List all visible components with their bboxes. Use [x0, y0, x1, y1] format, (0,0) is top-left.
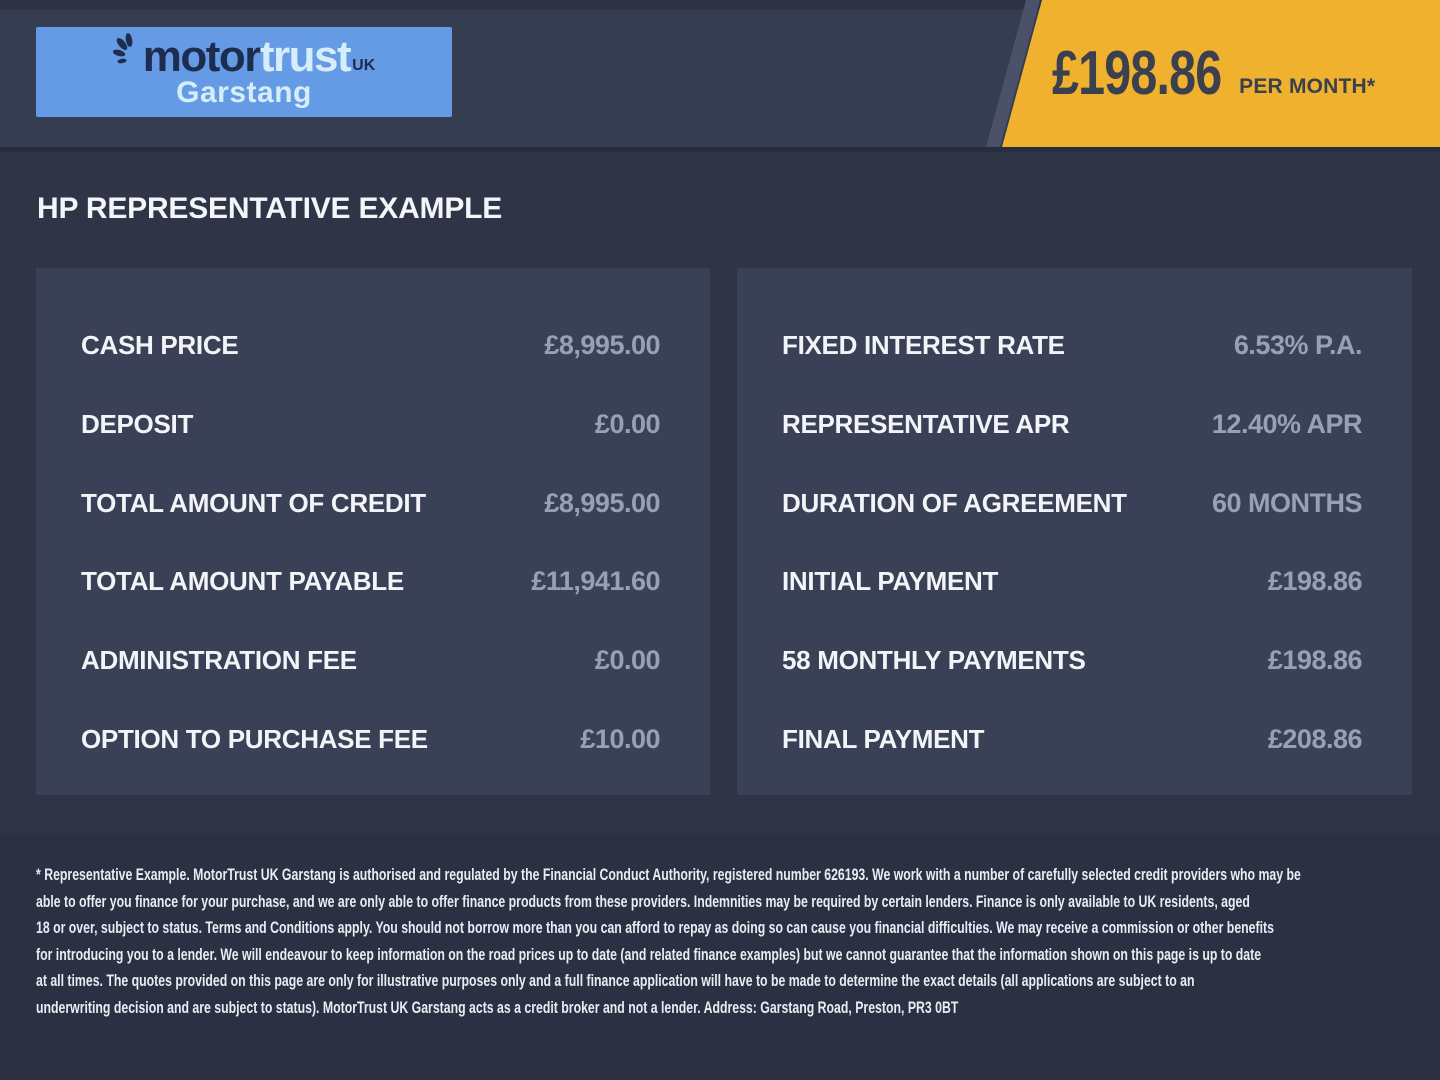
- logo-brand-trust: trust: [259, 32, 352, 81]
- finance-row-value: £10.00: [580, 723, 660, 754]
- finance-row: FINAL PAYMENT £208.86: [782, 723, 1363, 755]
- finance-row-value: £0.00: [594, 408, 661, 439]
- page-title: HP REPRESENTATIVE EXAMPLE: [37, 192, 503, 225]
- finance-row-value: 60 MONTHS: [1211, 487, 1363, 518]
- finance-row-value: £0.00: [594, 645, 661, 676]
- logo-location: Garstang: [176, 76, 312, 109]
- logo-brand-line: motor trust UK: [112, 32, 376, 81]
- finance-row-value: 12.40% APR: [1211, 408, 1363, 439]
- finance-row-label: DURATION OF AGREEMENT: [782, 487, 1127, 518]
- price-banner: £198.86 PER MONTH*: [1002, 0, 1440, 147]
- disclaimer-line: at all times. The quotes provided on thi…: [36, 972, 1195, 990]
- legal-disclaimer: * Representative Example. MotorTrust UK …: [36, 862, 1301, 1021]
- finance-row-label: 58 MONTHLY PAYMENTS: [782, 645, 1086, 676]
- finance-row-value: £8,995.00: [544, 487, 660, 518]
- monthly-price-amount: £198.86: [1052, 39, 1222, 108]
- finance-row: ADMINISTRATION FEE £0.00: [81, 645, 661, 676]
- finance-row-label: DEPOSIT: [81, 408, 194, 439]
- disclaimer-line: able to offer you finance for your purch…: [36, 892, 1250, 911]
- finance-row-label: TOTAL AMOUNT PAYABLE: [81, 566, 404, 597]
- finance-row-label: CASH PRICE: [81, 330, 239, 360]
- finance-row-label: ADMINISTRATION FEE: [81, 645, 357, 676]
- leaf-icon: [112, 33, 139, 71]
- finance-row-label: OPTION TO PURCHASE FEE: [81, 723, 428, 754]
- footer: * Representative Example. MotorTrust UK …: [0, 833, 1440, 1080]
- finance-row-label: INITIAL PAYMENT: [782, 566, 999, 597]
- finance-row: CASH PRICE £8,995.00: [81, 330, 660, 361]
- disclaimer-line: underwriting decision and are subject to…: [36, 998, 959, 1017]
- finance-row: REPRESENTATIVE APR 12.40% APR: [782, 408, 1363, 440]
- finance-row: TOTAL AMOUNT PAYABLE £11,941.60: [81, 566, 660, 597]
- finance-panel-left: CASH PRICE £8,995.00 DEPOSIT £0.00 TOTAL…: [36, 268, 710, 795]
- finance-row-label: REPRESENTATIVE APR: [782, 408, 1070, 439]
- finance-row-label: TOTAL AMOUNT OF CREDIT: [81, 487, 426, 518]
- header-top-shade: [0, 0, 1440, 10]
- finance-row-value: £11,941.60: [531, 566, 660, 597]
- finance-row: 58 MONTHLY PAYMENTS £198.86: [782, 645, 1363, 676]
- disclaimer-line: * Representative Example. MotorTrust UK …: [36, 866, 1301, 884]
- disclaimer-line: for introducing you to a lender. We will…: [36, 945, 1262, 964]
- finance-panel-right: FIXED INTEREST RATE 6.53% P.A. REPRESENT…: [737, 268, 1412, 795]
- disclaimer-line: 18 or over, subject to status. Terms and…: [36, 919, 1274, 937]
- header: motor trust UK Garstang £198.86 PER MONT…: [0, 0, 1440, 152]
- finance-row-value: £198.86: [1267, 645, 1363, 676]
- finance-row-value: 6.53% P.A.: [1233, 330, 1363, 360]
- dealer-logo: motor trust UK Garstang: [36, 27, 452, 117]
- monthly-price-period: PER MONTH*: [1239, 74, 1376, 98]
- logo-brand-uk: UK: [352, 57, 376, 74]
- finance-row-label: FIXED INTEREST RATE: [782, 330, 1065, 360]
- finance-row-label: FINAL PAYMENT: [782, 723, 985, 754]
- finance-row: INITIAL PAYMENT £198.86: [782, 566, 1363, 597]
- finance-row: FIXED INTEREST RATE 6.53% P.A.: [782, 330, 1363, 361]
- finance-row-value: £198.86: [1267, 566, 1363, 597]
- finance-row-value: £8,995.00: [544, 330, 660, 360]
- finance-row-value: £208.86: [1267, 723, 1363, 754]
- logo-brand-motor: motor: [142, 32, 262, 81]
- finance-row: DEPOSIT £0.00: [81, 408, 661, 440]
- finance-row: OPTION TO PURCHASE FEE £10.00: [81, 724, 660, 755]
- finance-row: TOTAL AMOUNT OF CREDIT £8,995.00: [81, 488, 660, 519]
- finance-row: DURATION OF AGREEMENT 60 MONTHS: [782, 487, 1363, 519]
